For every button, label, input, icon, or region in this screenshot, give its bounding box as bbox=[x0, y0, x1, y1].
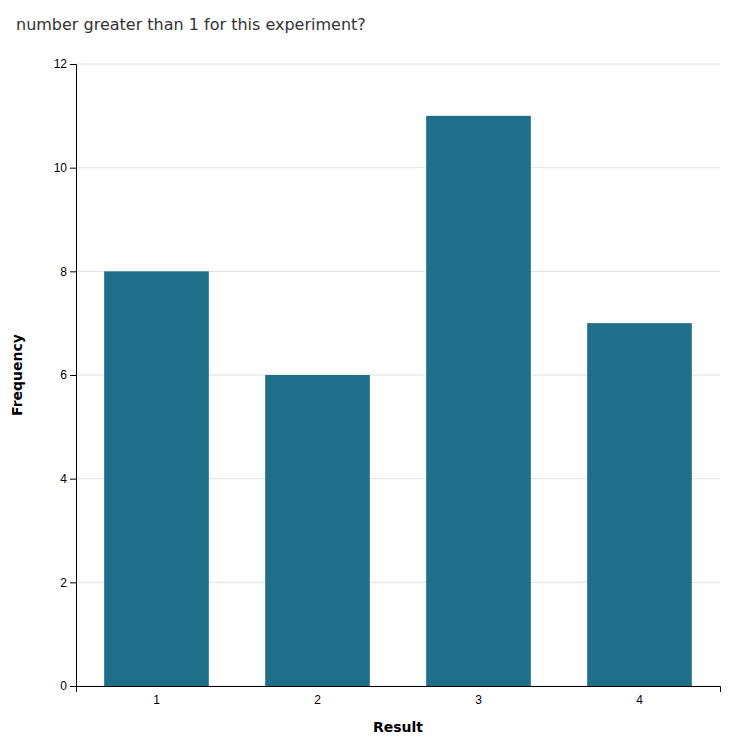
plot: 1234024681012 bbox=[54, 57, 721, 706]
x-tick-label: 2 bbox=[314, 693, 321, 707]
y-tick: 10 bbox=[54, 161, 76, 175]
x-tick: 3 bbox=[475, 693, 482, 707]
bar bbox=[265, 375, 370, 686]
y-axis-line bbox=[70, 65, 77, 687]
x-axis-line bbox=[77, 687, 721, 693]
y-tick-mark bbox=[70, 168, 76, 169]
y-tick-mark bbox=[70, 64, 76, 65]
y-tick: 4 bbox=[60, 472, 76, 486]
y-tick-mark bbox=[70, 582, 76, 583]
y-tick: 0 bbox=[60, 679, 76, 693]
x-tick: 2 bbox=[314, 693, 321, 707]
x-tick-label: 3 bbox=[475, 693, 482, 707]
bar bbox=[104, 271, 209, 686]
y-tick-mark bbox=[70, 271, 76, 272]
x-tick-label: 1 bbox=[153, 693, 160, 707]
y-tick-label: 2 bbox=[60, 576, 67, 590]
y-tick-label: 4 bbox=[60, 472, 67, 486]
y-tick-mark bbox=[70, 375, 76, 376]
grid-line bbox=[76, 167, 720, 168]
y-axis: 0 2 4 6 8 10 12 bbox=[54, 57, 77, 693]
bars bbox=[104, 116, 692, 686]
x-axis: 1 2 3 4 bbox=[77, 687, 721, 707]
bar bbox=[587, 323, 692, 686]
grid-line bbox=[76, 64, 720, 65]
x-tick-label: 4 bbox=[636, 693, 643, 707]
y-tick: 8 bbox=[60, 265, 76, 279]
x-tick: 1 bbox=[153, 693, 160, 707]
y-tick-mark bbox=[70, 686, 76, 687]
grid bbox=[76, 64, 720, 686]
x-tick: 4 bbox=[636, 693, 643, 707]
y-tick: 2 bbox=[60, 576, 76, 590]
y-tick-label: 0 bbox=[60, 679, 67, 693]
y-tick-label: 10 bbox=[54, 161, 68, 175]
x-axis-title: Result bbox=[373, 719, 423, 735]
chart: number greater than 1 for this experimen… bbox=[0, 0, 750, 750]
y-tick: 12 bbox=[54, 57, 76, 71]
y-axis-title: Frequency bbox=[9, 334, 25, 416]
y-tick-label: 6 bbox=[60, 368, 67, 382]
y-tick-mark bbox=[70, 479, 76, 480]
title: number greater than 1 for this experimen… bbox=[16, 15, 366, 34]
bar bbox=[426, 116, 531, 686]
y-tick-label: 12 bbox=[54, 57, 68, 71]
y-tick: 6 bbox=[60, 368, 76, 382]
y-tick-label: 8 bbox=[60, 265, 67, 279]
